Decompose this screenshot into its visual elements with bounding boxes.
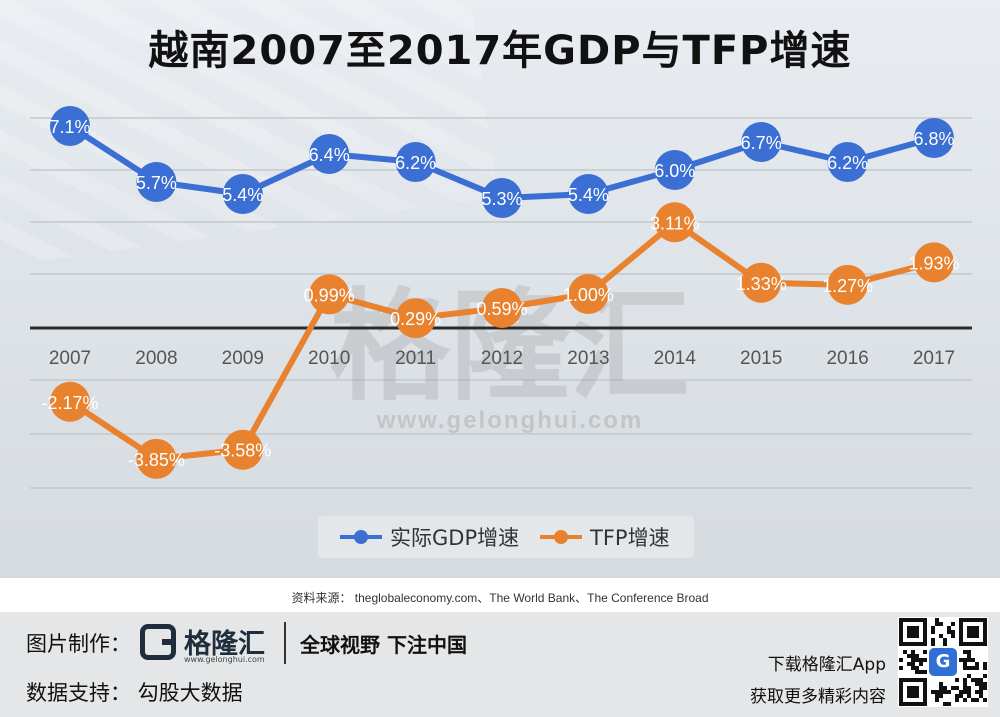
data-point bbox=[914, 118, 954, 158]
legend-label: 实际GDP增速 bbox=[390, 526, 519, 550]
data-label: 1.27% bbox=[822, 276, 873, 296]
data-label: 7.1% bbox=[49, 117, 90, 137]
data-label: 6.0% bbox=[654, 161, 695, 181]
x-tick-label: 2007 bbox=[49, 348, 91, 369]
data-point bbox=[395, 298, 436, 339]
x-tick-label: 2010 bbox=[308, 348, 350, 369]
data-label: -2.17% bbox=[41, 393, 98, 413]
data-label: 1.00% bbox=[563, 285, 614, 305]
data-label: 5.4% bbox=[222, 185, 263, 205]
data-point bbox=[654, 202, 695, 243]
data-label: 0.59% bbox=[476, 299, 527, 319]
x-tick-label: 2017 bbox=[913, 348, 955, 369]
data-label: 5.4% bbox=[568, 185, 609, 205]
data-label: -3.85% bbox=[128, 450, 185, 470]
legend-marker bbox=[354, 530, 368, 544]
data-label: 6.8% bbox=[913, 129, 954, 149]
data-point bbox=[222, 429, 263, 470]
data-point bbox=[482, 178, 522, 218]
made-by-label: 图片制作： bbox=[26, 632, 131, 656]
data-point bbox=[568, 274, 609, 314]
brand-name: 格隆汇 bbox=[184, 629, 265, 660]
data-label: 6.2% bbox=[395, 153, 436, 173]
data-label: 3.11% bbox=[650, 213, 700, 233]
qr-code-icon[interactable]: G bbox=[898, 617, 988, 707]
legend-label: TFP增速 bbox=[589, 526, 670, 550]
data-label: 5.7% bbox=[136, 173, 177, 193]
chart-title: 越南2007至2017年GDP与TFP增速 bbox=[148, 28, 852, 74]
brand-url: www.gelonghui.com bbox=[184, 655, 265, 664]
gelonghui-logo-icon bbox=[140, 624, 176, 660]
x-tick-label: 2008 bbox=[135, 348, 177, 369]
data-label: -3.58% bbox=[214, 441, 271, 461]
x-tick-label: 2015 bbox=[740, 348, 782, 369]
legend-marker bbox=[554, 530, 568, 544]
data-label: 6.4% bbox=[309, 145, 350, 165]
data-point bbox=[482, 287, 522, 328]
data-point bbox=[568, 174, 609, 214]
data-label: 0.99% bbox=[304, 285, 355, 305]
watermark-url: www.gelonghui.com bbox=[376, 407, 643, 434]
x-tick-label: 2011 bbox=[395, 348, 436, 369]
data-label: 6.2% bbox=[827, 153, 868, 173]
qr-logo-icon: G bbox=[929, 648, 957, 676]
data-point bbox=[136, 162, 177, 202]
source-note: 资料来源： theglobaleconomy.com、The World Ban… bbox=[291, 591, 709, 605]
data-point bbox=[222, 174, 263, 214]
footer bbox=[0, 612, 1000, 717]
footer-divider bbox=[284, 622, 286, 664]
data-point bbox=[309, 274, 350, 315]
x-tick-label: 2012 bbox=[481, 348, 523, 369]
data-label: 6.7% bbox=[741, 133, 782, 153]
data-point bbox=[827, 142, 868, 182]
x-tick-label: 2009 bbox=[222, 348, 264, 369]
data-point bbox=[50, 381, 90, 422]
data-label: 0.29% bbox=[390, 309, 441, 329]
data-point bbox=[50, 106, 90, 146]
x-tick-label: 2013 bbox=[567, 348, 609, 369]
x-tick-label: 2016 bbox=[826, 348, 868, 369]
x-tick-label: 2014 bbox=[654, 348, 697, 369]
data-point bbox=[309, 134, 350, 174]
data-point bbox=[914, 242, 954, 283]
brand-logo-block[interactable]: 格隆汇 www.gelonghui.com bbox=[140, 622, 280, 668]
data-point bbox=[741, 262, 782, 303]
more-content-text: 获取更多精彩内容 bbox=[750, 687, 886, 707]
app-download-text[interactable]: 下载格隆汇App bbox=[767, 655, 886, 675]
data-point bbox=[827, 264, 868, 305]
data-label: 1.33% bbox=[736, 274, 787, 294]
data-support: 数据支持： 勾股大数据 bbox=[26, 681, 243, 705]
data-point bbox=[395, 142, 436, 182]
data-point bbox=[741, 122, 782, 162]
slogan: 全球视野 下注中国 bbox=[300, 633, 467, 657]
data-label: 5.3% bbox=[481, 189, 522, 209]
chart-area: 越南2007至2017年GDP与TFP增速 格隆汇 www.gelonghui.c… bbox=[0, 0, 1000, 578]
data-label: 1.93% bbox=[908, 253, 959, 273]
data-point bbox=[136, 438, 177, 479]
data-point bbox=[654, 150, 695, 190]
